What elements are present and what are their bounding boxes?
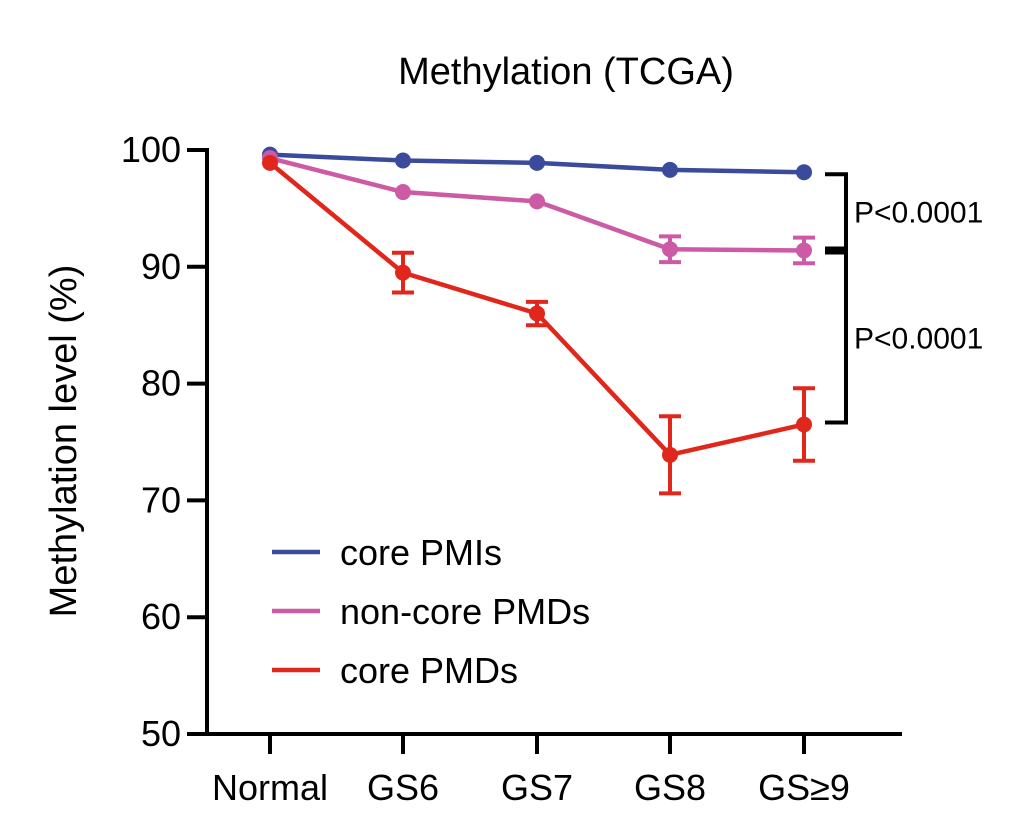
data-point (796, 164, 812, 181)
bracket-line (825, 250, 848, 425)
bracket-line (825, 172, 848, 251)
data-point (662, 161, 678, 178)
axes: 100 90 80 70 60 50 Normal GS6 GS7 GS8 GS≥9 (121, 129, 902, 808)
data-point (395, 264, 411, 281)
x-tick-label: Normal (212, 767, 328, 808)
data-point (662, 446, 678, 463)
data-point (796, 416, 812, 433)
y-tick-label: 90 (141, 246, 181, 287)
legend-label: core PMIs (340, 532, 502, 573)
legend-label: core PMDs (340, 650, 518, 691)
chart-title: Methylation (TCGA) (398, 51, 734, 93)
significance-brackets: P<0.0001 P<0.0001 (825, 172, 983, 425)
data-point (395, 152, 411, 169)
y-tick-label: 100 (121, 129, 181, 170)
p-value-label: P<0.0001 (854, 322, 983, 355)
legend-item: core PMIs (272, 532, 502, 573)
data-point (262, 154, 278, 171)
data-point (529, 305, 545, 322)
significance-bracket: P<0.0001 (825, 250, 983, 425)
x-tick-label: GS≥9 (758, 767, 850, 808)
y-tick-label: 60 (141, 596, 181, 637)
y-tick-label: 70 (141, 479, 181, 520)
legend-item: non-core PMDs (272, 591, 590, 632)
y-axis-label: Methylation level (%) (43, 265, 85, 618)
data-point (395, 184, 411, 201)
data-point (796, 242, 812, 259)
y-tick-label: 50 (141, 713, 181, 754)
legend-item: core PMDs (272, 650, 518, 691)
x-tick-label: GS7 (501, 767, 573, 808)
y-tick-label: 80 (141, 363, 181, 404)
p-value-label: P<0.0001 (854, 196, 983, 229)
legend: core PMIs non-core PMDs core PMDs (272, 532, 590, 691)
series-core-pmds (262, 154, 815, 496)
series-core-pmis (262, 146, 812, 181)
data-point (529, 193, 545, 210)
legend-label: non-core PMDs (340, 591, 590, 632)
data-point (529, 154, 545, 171)
series-layer (262, 146, 815, 496)
significance-bracket: P<0.0001 (825, 172, 983, 251)
x-tick-label: GS8 (634, 767, 706, 808)
data-point (662, 241, 678, 258)
x-tick-label: GS6 (367, 767, 439, 808)
